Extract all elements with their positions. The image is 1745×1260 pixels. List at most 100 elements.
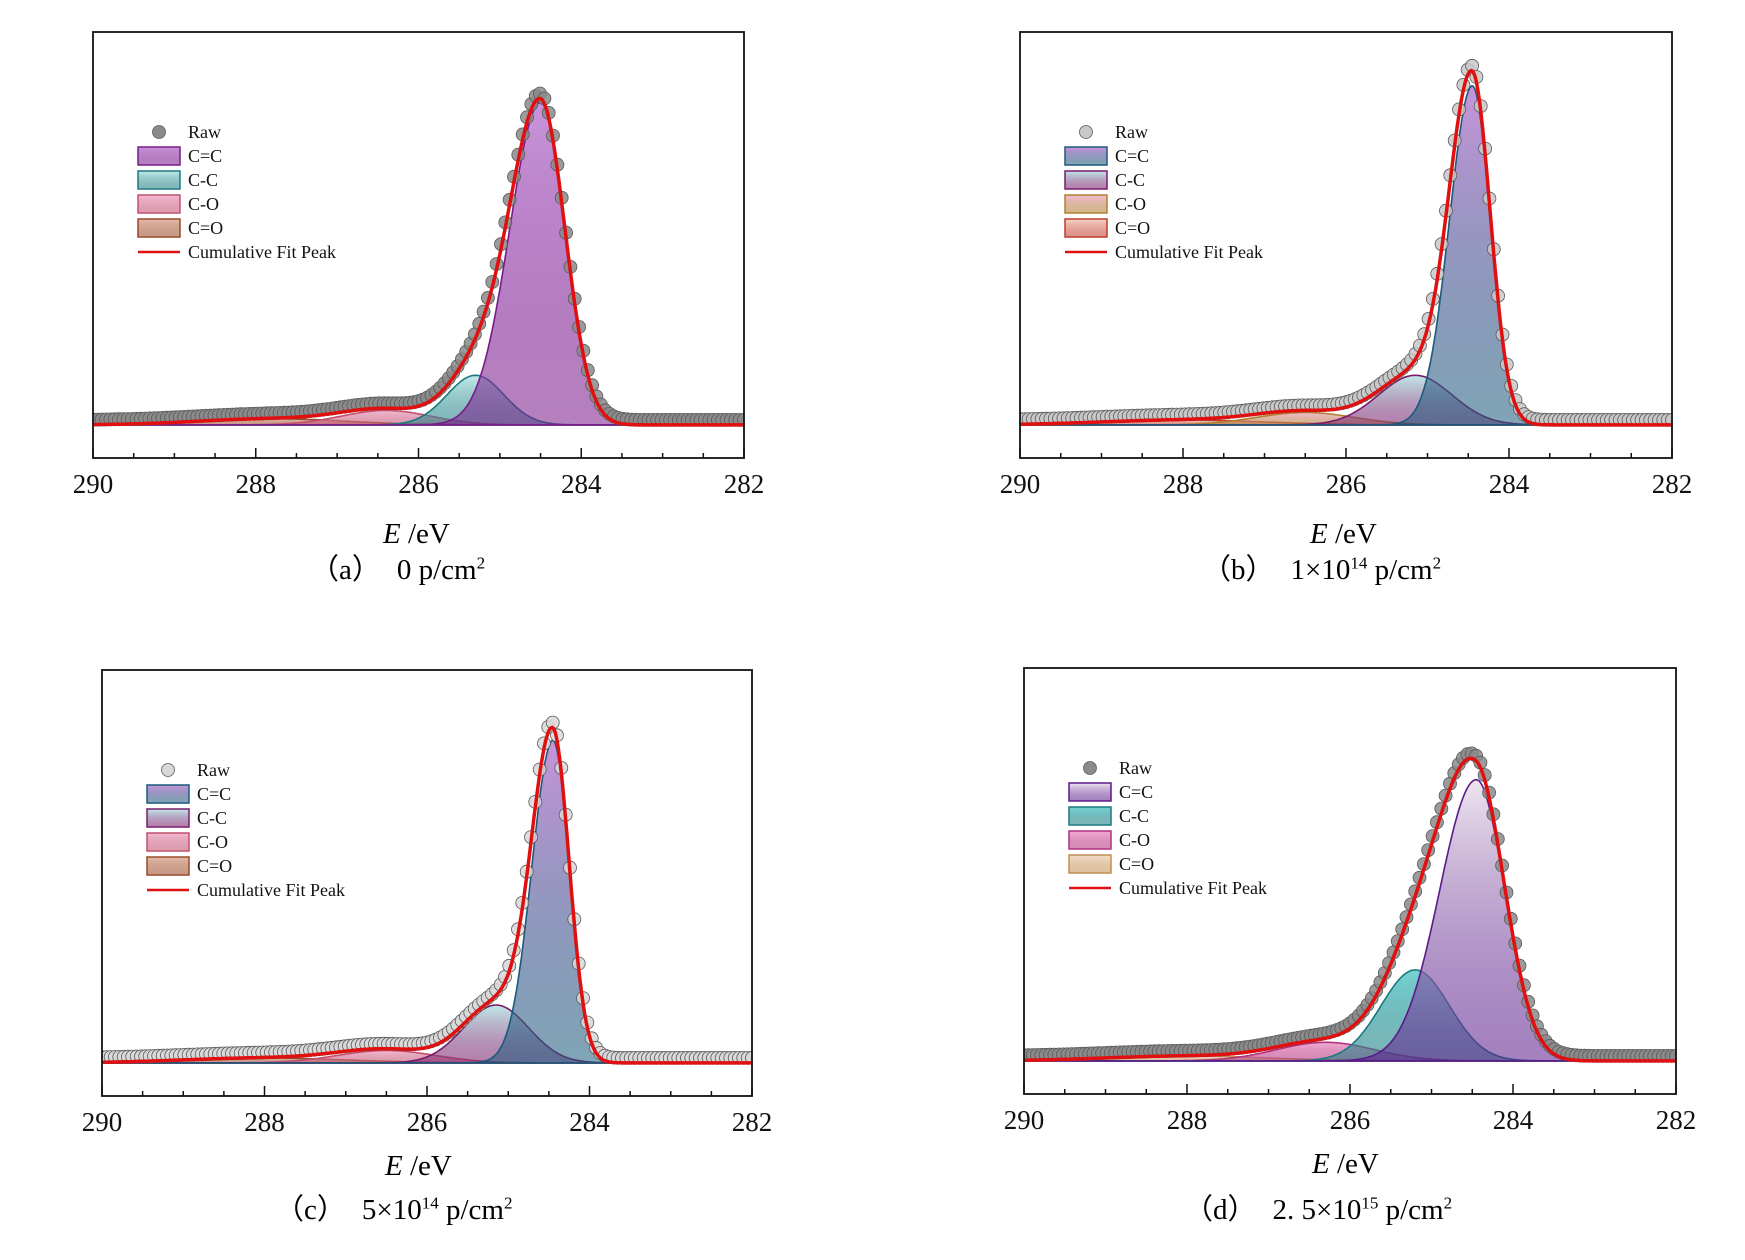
x-tick-label: 288 [1167,1105,1208,1135]
legend-label: C-C [1115,170,1145,190]
x-tick-label: 282 [1652,469,1693,499]
xps-chart-d: 290 288 286 284 282 Raw C=C C-C C-O C=O Cumulative… [1004,667,1697,1135]
legend-label: C=C [1115,146,1149,166]
x-axis-symbol: E [1310,518,1328,550]
caption-dose: 1×10 [1290,554,1351,586]
x-tick-label: 288 [1163,469,1204,499]
caption-unit-exponent: 2 [1432,553,1442,573]
caption-unit: p/cm [1378,1194,1444,1226]
caption-dose-exponent: 14 [421,1193,439,1213]
x-axis-label: E /eV [1312,1148,1379,1181]
x-tick-label: 284 [561,469,602,499]
caption-dose: 0 p/cm [396,554,477,586]
caption-unit-exponent: 2 [503,1193,513,1213]
raw-markers [1024,746,1676,1063]
legend-swatch-icon [146,832,190,852]
legend: Raw C=C C-C C-O C=O Cumulative Fit Peak [1064,122,1263,262]
x-tick-label: 286 [1326,469,1367,499]
raw-point [1669,1049,1676,1063]
cumulative-fit-line [102,725,752,1065]
caption-dose: 2. 5×10 [1272,1194,1362,1226]
plot-area [93,86,744,427]
panel-caption: （b） 1×1014 p/cm2 [1202,546,1441,588]
legend-label: C=O [197,856,232,876]
cumulative-fit-line [93,96,744,427]
x-axis-unit: /eV [1327,518,1377,550]
legend-raw-icon [1083,761,1097,775]
x-tick-label: 286 [398,469,439,499]
legend-label: C-C [188,170,218,190]
x-axis-label: E /eV [385,1150,452,1183]
legend-label: C=C [1119,782,1153,802]
panel-caption: （d） 2. 5×1015 p/cm2 [1184,1186,1452,1228]
legend-label: C=O [1115,218,1150,238]
x-axis-symbol: E [385,1150,403,1182]
legend-swatch-icon [137,146,181,166]
raw-markers [1020,58,1672,427]
legend-label: C=O [1119,854,1154,874]
cumulative-fit-line [1024,756,1676,1063]
caption-unit: p/cm [1367,554,1433,586]
caption-dose-exponent: 14 [1350,553,1368,573]
legend-label: C=C [197,784,231,804]
legend-swatch-icon [137,170,181,190]
legend: Raw C=C C-C C-O C=O Cumulative Fit Peak [137,122,336,262]
caption-letter: （d） [1184,1194,1257,1226]
x-axis-unit: /eV [402,1150,452,1182]
panel-caption: （c） 5×1014 p/cm2 [275,1186,512,1228]
caption-letter: （a） [310,554,381,586]
raw-point [1665,413,1672,427]
legend-label: Cumulative Fit Peak [197,880,345,900]
legend-swatch-icon [146,856,190,876]
x-tick-label: 284 [1489,469,1530,499]
x-axis-unit: /eV [400,518,450,550]
x-tick-label: 284 [1493,1105,1534,1135]
legend-label: C-O [188,194,219,214]
panel-a: 290 288 286 284 282 Raw C=C C-C C-O C=O Cumulative… [0,0,872,630]
legend-label: C=O [188,218,223,238]
legend-swatch-icon [1064,218,1108,238]
legend-label: C-O [1115,194,1146,214]
x-tick-label: 290 [1004,1105,1045,1135]
legend: Raw C=C C-C C-O C=O Cumulative Fit Peak [146,760,345,900]
legend-label: Cumulative Fit Peak [1119,878,1267,898]
x-tick-label: 284 [569,1107,610,1137]
caption-unit-exponent: 2 [1443,1193,1453,1213]
legend-label: C=C [188,146,222,166]
legend-swatch-icon [1068,830,1112,850]
legend-label: Raw [188,122,221,142]
x-axis-symbol: E [383,518,401,550]
legend-label: Raw [1119,758,1152,778]
legend-swatch-icon [1068,806,1112,826]
plot-area [102,715,752,1065]
plot-area [1020,58,1672,427]
legend-label: C-C [197,808,227,828]
x-tick-label: 286 [407,1107,448,1137]
legend-swatch-icon [146,784,190,804]
x-axis-label: E /eV [383,518,450,551]
x-tick-label: 290 [73,469,114,499]
x-tick-label: 288 [236,469,277,499]
xps-chart-c: 290 288 286 284 282 Raw C=C C-C C-O C=O Cumulative… [82,669,773,1137]
panel-d: 290 288 286 284 282 Raw C=C C-C C-O C=O Cumulative… [872,630,1744,1260]
legend-swatch-icon [137,194,181,214]
plot-area [1024,746,1676,1063]
panel-caption: （a） 0 p/cm2 [310,546,485,588]
raw-point [745,1051,752,1065]
x-tick-label: 282 [1656,1105,1697,1135]
legend-swatch-icon [146,808,190,828]
x-tick-label: 282 [732,1107,773,1137]
raw-markers [93,86,744,427]
legend-label: C-C [1119,806,1149,826]
x-tick-label: 286 [1330,1105,1371,1135]
x-tick-label: 290 [82,1107,123,1137]
caption-letter: （c） [275,1194,346,1226]
legend-label: C-O [197,832,228,852]
legend-label: C-O [1119,830,1150,850]
legend-swatch-icon [1068,782,1112,802]
panel-b: 290 288 286 284 282 Raw C=C C-C C-O C=O Cumulative… [872,0,1744,630]
caption-letter: （b） [1202,554,1275,586]
legend-label: Cumulative Fit Peak [1115,242,1263,262]
raw-markers [102,715,752,1065]
legend-raw-icon [161,763,175,777]
